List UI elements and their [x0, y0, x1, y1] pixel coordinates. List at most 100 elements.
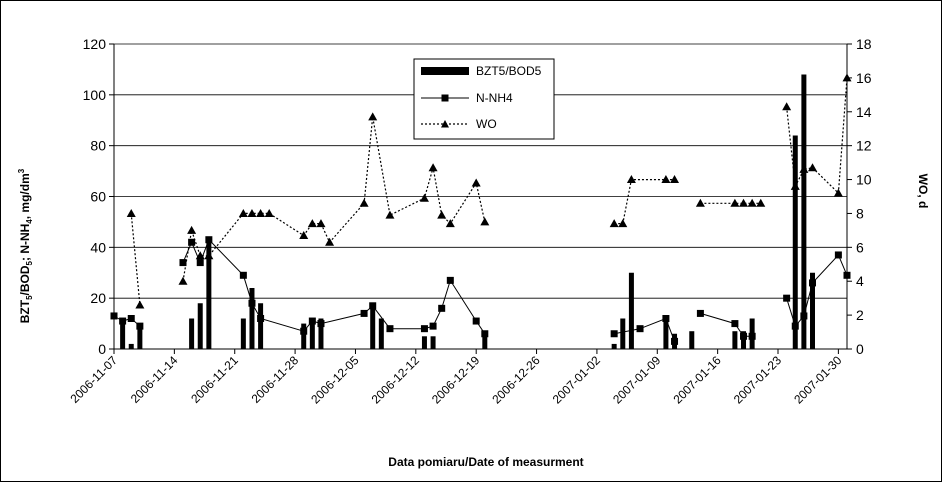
bar-bod5	[378, 318, 384, 349]
line-nnh4	[113, 315, 141, 327]
bar-bod5	[249, 288, 255, 349]
marker-wo	[385, 210, 395, 219]
bar-bod5	[689, 331, 695, 349]
legend-marker-nnh4	[441, 94, 449, 102]
marker-wo	[808, 163, 818, 172]
marker-nnh4	[791, 322, 799, 330]
y-tick-label-right: 2	[856, 307, 864, 323]
bar-bod5	[620, 318, 626, 349]
marker-nnh4	[636, 325, 644, 333]
marker-nnh4	[783, 294, 791, 302]
marker-wo	[299, 230, 309, 239]
y-tick-label-right: 0	[856, 341, 864, 357]
marker-nnh4	[420, 325, 428, 333]
marker-wo	[428, 163, 438, 172]
bar-bod5	[732, 331, 738, 349]
x-tick-label: 2007-01-02	[550, 353, 604, 407]
y-tick-label-left: 60	[90, 189, 106, 205]
marker-nnh4	[472, 317, 480, 325]
marker-nnh4	[119, 317, 127, 325]
legend-swatch-bod5	[421, 67, 469, 75]
marker-wo	[730, 198, 740, 207]
marker-nnh4	[481, 330, 489, 338]
marker-wo	[756, 198, 766, 207]
y-tick-label-left: 80	[90, 138, 106, 154]
marker-wo	[368, 112, 378, 121]
marker-wo	[618, 219, 628, 228]
marker-wo	[471, 178, 481, 187]
marker-wo	[833, 188, 843, 197]
bar-bod5	[801, 74, 807, 349]
y-axis-title-left: BZT5/BOD5; N-NH4, mg/dm3	[17, 168, 34, 323]
marker-nnh4	[136, 322, 144, 330]
marker-wo	[790, 181, 800, 190]
marker-wo	[747, 198, 757, 207]
marker-wo	[695, 198, 705, 207]
legend-marker-wo	[441, 120, 449, 128]
marker-nnh4	[800, 312, 808, 320]
bar-bod5	[120, 323, 126, 349]
marker-nnh4	[248, 299, 256, 307]
marker-nnh4	[671, 337, 679, 345]
marker-wo	[316, 219, 326, 228]
x-tick-label: 2006-11-21	[188, 353, 241, 406]
bar-bod5	[611, 343, 617, 349]
legend-label-nnh4: N-NH4	[476, 91, 513, 105]
marker-nnh4	[179, 259, 187, 267]
bar-bod5	[741, 331, 747, 349]
axes	[109, 43, 852, 354]
bar-bod5	[240, 318, 246, 349]
marker-wo	[626, 175, 636, 184]
legend: BZT5/BOD5 N-NH4 WO	[413, 58, 555, 140]
marker-wo	[480, 217, 490, 226]
x-tick-label: 2006-12-19	[429, 353, 483, 407]
x-tick-label: 2006-11-28	[249, 353, 302, 406]
marker-wo	[204, 251, 214, 260]
marker-wo	[187, 225, 197, 234]
marker-nnh4	[429, 322, 437, 330]
marker-nnh4	[662, 315, 670, 322]
x-tick-label: 2006-12-05	[308, 353, 362, 407]
marker-wo	[126, 208, 136, 217]
marker-nnh4	[809, 279, 817, 287]
marker-wo	[670, 175, 680, 184]
legend-label-bod5: BZT5/BOD5	[476, 64, 542, 78]
y-tick-label-right: 14	[856, 104, 872, 120]
marker-wo	[256, 208, 266, 217]
y-tick-label-right: 12	[856, 138, 872, 154]
bar-bod5	[258, 303, 264, 349]
x-tick-label: 2007-01-09	[610, 353, 664, 407]
marker-wo	[609, 219, 619, 228]
marker-nnh4	[834, 251, 842, 259]
y-tick-label-left: 40	[90, 239, 106, 255]
x-tick-label: 2006-11-14	[128, 353, 181, 406]
marker-wo	[325, 237, 335, 246]
marker-nnh4	[610, 330, 618, 338]
y-tick-label-left: 100	[83, 87, 107, 103]
y-tick-label-left: 20	[90, 290, 106, 306]
marker-nnh4	[308, 317, 316, 325]
marker-nnh4	[696, 309, 704, 317]
x-axis-title: Data pomiaru/Date of measurment	[388, 455, 583, 469]
line-wo	[182, 116, 486, 282]
marker-nnh4	[740, 332, 748, 340]
bar-bod5	[810, 272, 816, 349]
marker-nnh4	[257, 315, 265, 322]
marker-nnh4	[205, 236, 213, 244]
marker-wo	[307, 219, 317, 228]
y-tick-label-right: 10	[856, 172, 872, 188]
y-tick-label-left: 120	[83, 36, 107, 52]
bar-bod5	[318, 318, 324, 349]
marker-wo	[247, 208, 257, 217]
x-tick-label: 2006-12-12	[369, 353, 423, 407]
line-nnh4	[700, 312, 753, 337]
bar-bod5	[309, 318, 315, 349]
x-tick-label: 2007-01-30	[791, 353, 845, 407]
marker-wo	[359, 198, 369, 207]
marker-nnh4	[438, 304, 446, 312]
marker-nnh4	[317, 320, 325, 328]
bar-bod5	[301, 323, 307, 349]
bar-bod5	[792, 135, 798, 349]
